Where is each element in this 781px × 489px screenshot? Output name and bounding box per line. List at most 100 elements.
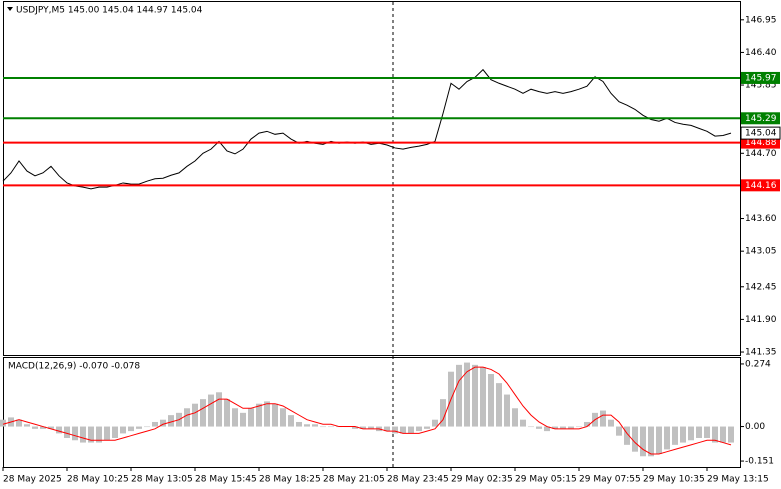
histogram-bar bbox=[200, 399, 206, 427]
level-tag-label: 144.16 bbox=[745, 181, 777, 191]
histogram-bar bbox=[64, 426, 70, 438]
y-tick-label: 141.35 bbox=[745, 348, 777, 358]
histogram-bar bbox=[16, 419, 22, 427]
histogram-bar bbox=[520, 419, 526, 427]
histogram-bar bbox=[48, 426, 54, 429]
histogram-bar bbox=[152, 421, 158, 427]
histogram-bar bbox=[712, 426, 718, 443]
histogram-bar bbox=[56, 426, 62, 434]
histogram-bar bbox=[632, 426, 638, 452]
histogram-bar bbox=[272, 403, 278, 427]
histogram-bar bbox=[160, 419, 166, 427]
histogram-bar bbox=[656, 426, 662, 454]
level-tag bbox=[741, 112, 780, 125]
histogram-bar bbox=[24, 424, 30, 427]
histogram-bar bbox=[256, 403, 262, 427]
histogram-bar bbox=[624, 426, 630, 445]
histogram-bar bbox=[112, 426, 118, 438]
y-tick-label: 146.40 bbox=[745, 48, 777, 58]
histogram-bar bbox=[464, 362, 470, 427]
histogram-bar bbox=[360, 426, 366, 429]
histogram-bar bbox=[144, 426, 150, 428]
histogram-bar bbox=[80, 426, 86, 443]
histogram-bar bbox=[600, 410, 606, 427]
y-tick-label: 0.274 bbox=[745, 359, 771, 369]
histogram-bar bbox=[352, 426, 358, 429]
histogram-bar bbox=[384, 426, 390, 432]
histogram-bar bbox=[584, 421, 590, 427]
level-tag-label: 144.88 bbox=[745, 138, 777, 148]
histogram-bar bbox=[616, 426, 622, 436]
level-tag-label: 145.97 bbox=[745, 73, 777, 83]
x-tick-label: 28 May 21:05 bbox=[323, 475, 385, 485]
level-tag bbox=[741, 179, 780, 192]
histogram-bar bbox=[304, 424, 310, 427]
last-price-tag bbox=[740, 126, 781, 140]
x-tick-label: 29 May 07:55 bbox=[579, 475, 641, 485]
y-tick-label: -0.151 bbox=[745, 457, 774, 467]
x-tick-label: 29 May 02:35 bbox=[451, 475, 513, 485]
y-tick-label: 143.60 bbox=[745, 214, 777, 224]
histogram-bar bbox=[120, 426, 126, 434]
histogram-bar bbox=[128, 426, 134, 432]
histogram-bar bbox=[432, 419, 438, 427]
x-tick-label: 29 May 05:15 bbox=[515, 475, 577, 485]
histogram-bar bbox=[368, 426, 374, 429]
y-tick-label: 145.85 bbox=[745, 81, 777, 91]
y-tick-label: 144.70 bbox=[745, 149, 777, 159]
histogram-bar bbox=[400, 426, 406, 434]
histogram-bar bbox=[680, 426, 686, 443]
histogram-bar bbox=[472, 364, 478, 427]
histogram-bar bbox=[440, 399, 446, 427]
histogram-bar bbox=[88, 426, 94, 443]
histogram-bar bbox=[424, 426, 430, 429]
histogram-bar bbox=[664, 426, 670, 450]
histogram-bar bbox=[720, 426, 726, 443]
histogram-bar bbox=[544, 426, 550, 432]
histogram-bar bbox=[648, 426, 654, 457]
histogram-bar bbox=[416, 426, 422, 432]
histogram-bar bbox=[528, 426, 534, 428]
x-tick-label: 28 May 13:05 bbox=[131, 475, 193, 485]
histogram-bar bbox=[568, 426, 574, 429]
histogram-bar bbox=[168, 415, 174, 427]
histogram-bar bbox=[456, 364, 462, 427]
histogram-bar bbox=[640, 426, 646, 457]
y-tick-label: 142.45 bbox=[745, 282, 777, 292]
histogram-bar bbox=[208, 394, 214, 427]
histogram-bar bbox=[696, 426, 702, 438]
histogram-bar bbox=[496, 383, 502, 427]
histogram-bar bbox=[192, 403, 198, 427]
histogram-bar bbox=[552, 426, 558, 429]
histogram-bar bbox=[576, 426, 582, 428]
histogram-bar bbox=[104, 426, 110, 441]
macd-title: MACD(12,26,9) -0.070 -0.078 bbox=[8, 362, 140, 372]
histogram-bar bbox=[96, 426, 102, 443]
histogram-bar bbox=[224, 399, 230, 427]
y-tick-label: 141.90 bbox=[745, 315, 777, 325]
histogram-bar bbox=[560, 426, 566, 429]
signal-line bbox=[2, 366, 732, 455]
histogram-bar bbox=[704, 426, 710, 438]
x-tick-label: 29 May 10:35 bbox=[643, 475, 705, 485]
last-price-label: 145.04 bbox=[745, 129, 777, 139]
histogram-bar bbox=[688, 426, 694, 441]
histogram-bar bbox=[232, 408, 238, 427]
y-tick-label: 146.95 bbox=[745, 15, 777, 25]
x-tick-label: 28 May 2025 bbox=[3, 475, 62, 485]
histogram-bar bbox=[672, 426, 678, 445]
price-panel bbox=[3, 1, 741, 356]
histogram-bar bbox=[408, 426, 414, 434]
histogram-bar bbox=[288, 415, 294, 427]
histogram-bar bbox=[328, 426, 334, 428]
histogram-bar bbox=[240, 412, 246, 427]
menu-icon bbox=[7, 7, 13, 11]
histogram-bar bbox=[392, 426, 398, 434]
x-tick-label: 28 May 23:45 bbox=[387, 475, 449, 485]
histogram-bar bbox=[32, 426, 38, 429]
histogram-bar bbox=[280, 408, 286, 427]
histogram-bar bbox=[320, 426, 326, 428]
y-tick-label: 143.05 bbox=[745, 247, 777, 257]
